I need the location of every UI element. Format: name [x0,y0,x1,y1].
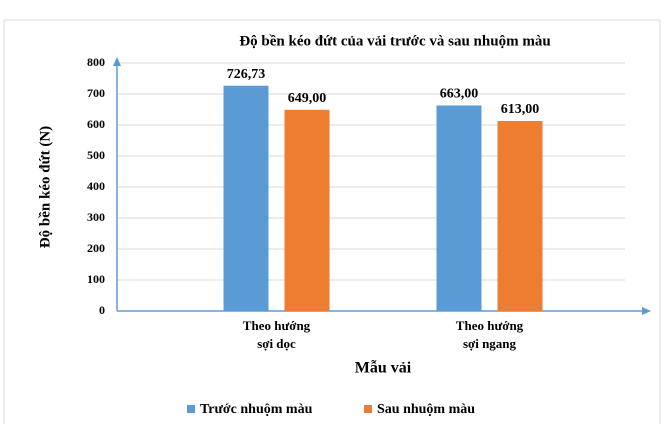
legend-label: Trước nhuộm màu [200,402,313,417]
chart-title: Độ bền kéo đứt của vải trước và sau nhuộ… [239,33,550,49]
legend-label: Sau nhuộm màu [377,402,475,417]
y-tick-label: 100 [87,272,105,286]
y-tick-label: 300 [87,210,105,224]
value-label: 663,00 [440,87,479,102]
y-axis-arrow [113,57,121,66]
y-tick-label: 200 [87,241,105,255]
value-label: 726,73 [227,67,266,82]
y-tick-label: 500 [87,148,105,162]
y-tick-label: 800 [87,55,105,69]
x-axis-arrow [642,307,651,315]
x-tick-label: Theo hướng sợi ngang [456,318,524,351]
y-tick-label: 400 [87,179,105,193]
chart-frame [3,19,661,424]
x-tick-label: Theo hướng sợi dọc [243,318,311,351]
bar [223,85,269,311]
value-label: 649,00 [288,91,327,106]
legend-swatch [187,405,195,413]
bar [284,109,330,311]
y-tick-label: 700 [87,86,105,100]
y-tick-label: 0 [99,303,105,317]
legend-swatch [364,405,372,413]
x-axis-label: Mẫu vải [355,360,412,377]
y-tick-label: 600 [87,117,105,131]
bar [436,105,482,311]
y-axis-label: Độ bền kéo đứt (N) [37,126,53,248]
bar [497,120,543,311]
value-label: 613,00 [501,102,540,117]
